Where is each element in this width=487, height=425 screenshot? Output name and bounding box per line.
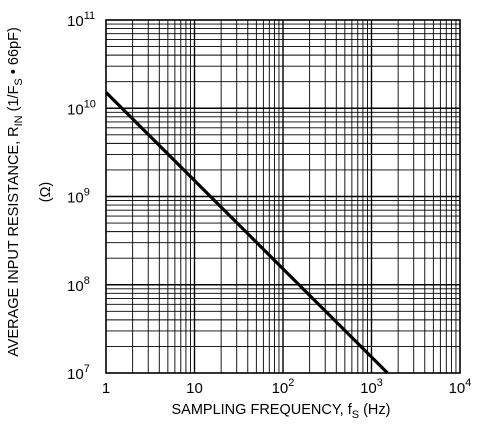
y-tick-label: 109 [67, 187, 90, 207]
x-tick-label: 104 [449, 377, 472, 397]
x-tick-label: 1 [102, 380, 110, 397]
x-axis-ticks: 1 10 102 103 104 [102, 377, 472, 397]
y-axis-label-unit: (Ω) [38, 182, 54, 203]
x-tick-label: 10 [186, 380, 203, 397]
plot-frame [105, 19, 461, 374]
grid [106, 20, 460, 373]
x-axis-label: SAMPLING FREQUENCY, fS (Hz) [172, 402, 391, 421]
y-tick-label: 1010 [67, 98, 96, 118]
y-axis-ticks: 107 108 109 1010 1011 [67, 10, 96, 383]
x-tick-label: 103 [360, 377, 383, 397]
series-lines [104, 91, 389, 375]
x-tick-label: 102 [272, 377, 295, 397]
y-tick-label: 108 [67, 275, 90, 295]
y-axis-label: AVERAGE INPUT RESISTANCE, RIN (1/FS • 66… [6, 27, 25, 357]
y-tick-label: 1011 [67, 10, 95, 30]
y-tick-label: 107 [67, 363, 90, 383]
series-line [104, 91, 389, 375]
